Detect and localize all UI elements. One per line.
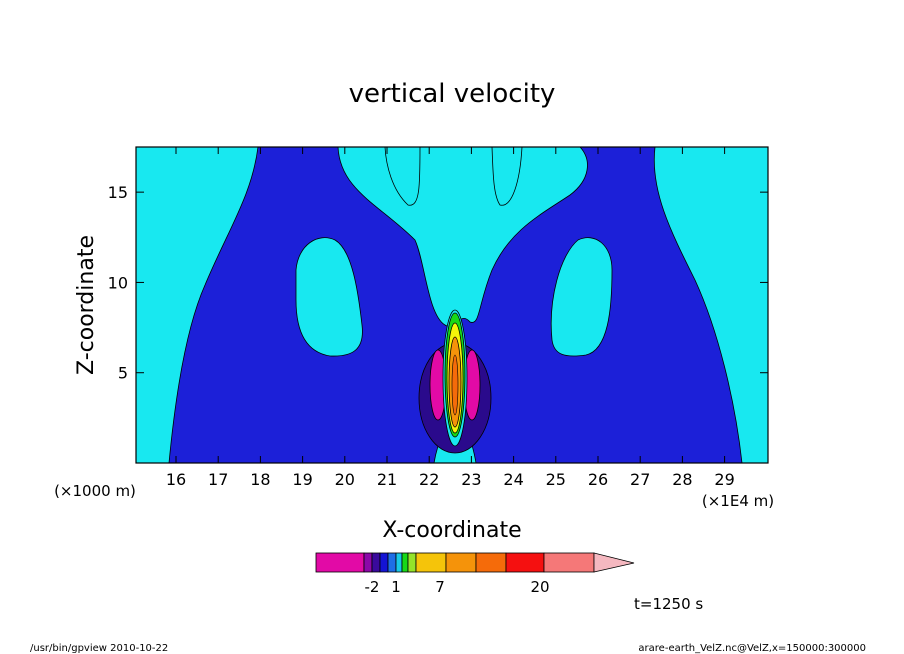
contour-fill-negative	[168, 146, 743, 464]
colorbar-tick-label: 7	[435, 578, 445, 596]
colorbar-swatch	[395, 552, 403, 573]
x-unit-right: (×1E4 m)	[702, 492, 774, 510]
colorbar-swatch	[371, 552, 381, 573]
x-tick-label: 28	[672, 470, 692, 489]
colorbar-swatch	[543, 552, 595, 573]
colorbar-extend-arrow	[593, 552, 635, 573]
x-tick-label: 24	[503, 470, 523, 489]
colorbar-swatch	[505, 552, 545, 573]
colorbar-tick-label: 20	[530, 578, 549, 596]
x-tick-label: 23	[461, 470, 481, 489]
updraft-core	[418, 309, 492, 454]
x-tick-label: 19	[292, 470, 312, 489]
x-axis-label: X-coordinate	[382, 518, 521, 543]
x-tick-label: 25	[546, 470, 566, 489]
x-tick-label: 21	[377, 470, 397, 489]
time-label: t=1250 s	[634, 595, 703, 613]
colorbar-swatch	[445, 552, 477, 573]
colorbar-swatch	[401, 552, 409, 573]
x-tick-label: 18	[250, 470, 270, 489]
x-tick-label: 29	[714, 470, 734, 489]
x-tick-label: 27	[630, 470, 650, 489]
colorbar-swatch	[475, 552, 507, 573]
plot-frame	[135, 146, 769, 464]
contour-fill-positive	[491, 146, 523, 206]
plot-area	[135, 146, 769, 464]
x-tick-label: 16	[166, 470, 186, 489]
contour-fill-positive	[295, 237, 363, 357]
footer-left: /usr/bin/gpview 2010-10-22	[30, 643, 168, 654]
x-tick-label: 20	[335, 470, 355, 489]
y-axis: 5 10 15	[108, 183, 768, 383]
colorbar-swatch	[387, 552, 397, 573]
colorbar-tick-label: 1	[391, 578, 401, 596]
x-tick-label: 26	[588, 470, 608, 489]
colorbar-tick-label: -2	[365, 578, 380, 596]
y-tick-label: 15	[108, 183, 128, 202]
colorbar-swatch	[407, 552, 417, 573]
colorbar	[315, 552, 635, 573]
y-tick-label: 10	[108, 273, 128, 292]
y-tick-label: 5	[118, 364, 128, 383]
x-tick-label: 17	[208, 470, 228, 489]
colorbar-swatch	[315, 552, 365, 573]
colorbar-swatch	[363, 552, 373, 573]
y-axis-label: Z-coordinate	[74, 235, 99, 375]
chart-title: vertical velocity	[349, 79, 556, 109]
colorbar-swatch	[379, 552, 389, 573]
contour-fill-positive	[550, 237, 613, 357]
x-unit-left: (×1000 m)	[54, 482, 136, 500]
x-tick-label: 22	[419, 470, 439, 489]
contour-fill-positive	[384, 146, 421, 206]
footer-right: arare-earth_VelZ.nc@VelZ,x=150000:300000	[638, 643, 866, 654]
colorbar-swatch	[415, 552, 447, 573]
colorbar-tick-labels: -2 1 7 20	[365, 578, 550, 596]
x-axis: 16 17 18 19 20 21 22 23 24 25 26 27 28 29	[166, 147, 735, 489]
